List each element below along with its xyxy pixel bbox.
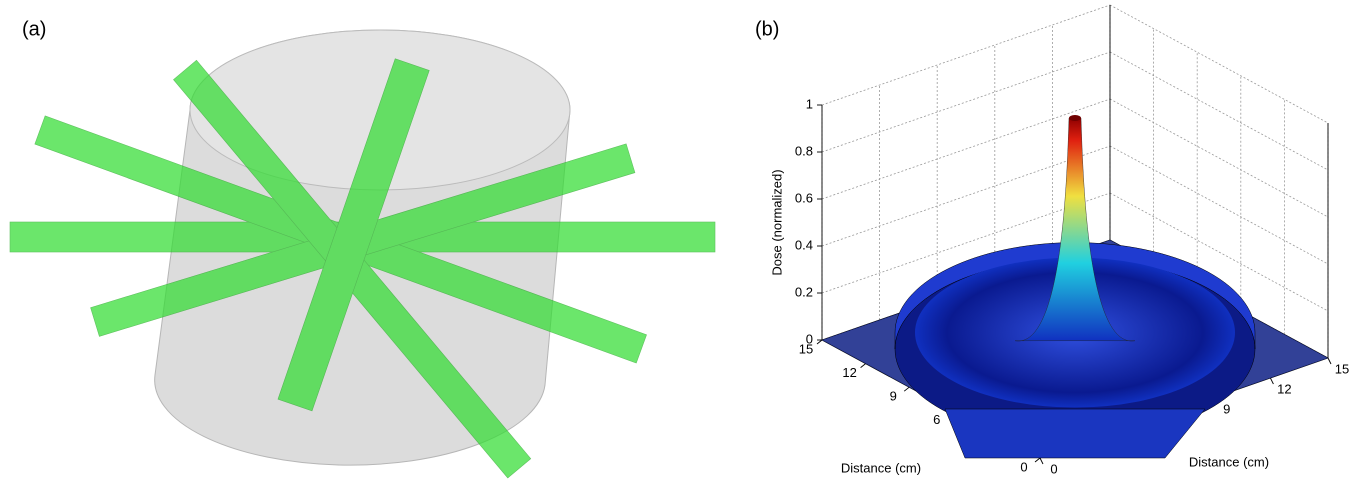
spike-top	[1069, 115, 1081, 121]
z-tick-label: 0.4	[795, 237, 813, 252]
z-tick-label: 0.6	[795, 190, 813, 205]
grid-line	[822, 52, 1110, 152]
y-axis-label: Distance (cm)	[841, 460, 921, 475]
y-tick-label: 15	[799, 341, 813, 356]
z-tick-label: 1	[806, 96, 813, 111]
tick-mark	[1035, 458, 1040, 462]
tick-mark	[1270, 378, 1273, 384]
tick-mark	[904, 387, 909, 391]
tick-mark	[1040, 458, 1043, 464]
tick-mark	[1328, 358, 1331, 364]
y-tick-label: 0	[1020, 459, 1027, 474]
y-tick-label: 9	[890, 389, 897, 404]
y-tick-label: 12	[842, 365, 856, 380]
x-tick-label: 9	[1223, 401, 1230, 416]
x-tick-label: 15	[1335, 361, 1349, 376]
x-tick-label: 12	[1277, 381, 1291, 396]
figure: (a) (b) 00.20.40.60.810369121503691215Do…	[0, 0, 1354, 479]
z-tick-label: 0.8	[795, 143, 813, 158]
tick-mark	[861, 364, 866, 368]
surface-front	[945, 409, 1205, 458]
z-axis-label: Dose (normalized)	[769, 169, 784, 275]
grid-line	[1110, 146, 1328, 264]
grid-line	[1110, 5, 1328, 123]
panel-label: (a)	[22, 18, 46, 40]
z-tick-label: 0.2	[795, 284, 813, 299]
tick-mark	[817, 340, 822, 344]
surface-plot: 00.20.40.60.810369121503691215Dose (norm…	[769, 5, 1349, 476]
cylinder-illustration	[10, 30, 715, 478]
x-tick-label: 0	[1050, 461, 1057, 476]
grid-line	[1110, 99, 1328, 217]
y-tick-label: 6	[933, 412, 940, 427]
panel-label: (b)	[755, 18, 779, 40]
x-axis-label: Distance (cm)	[1189, 454, 1269, 469]
grid-line	[822, 5, 1110, 105]
grid-line	[1110, 52, 1328, 170]
